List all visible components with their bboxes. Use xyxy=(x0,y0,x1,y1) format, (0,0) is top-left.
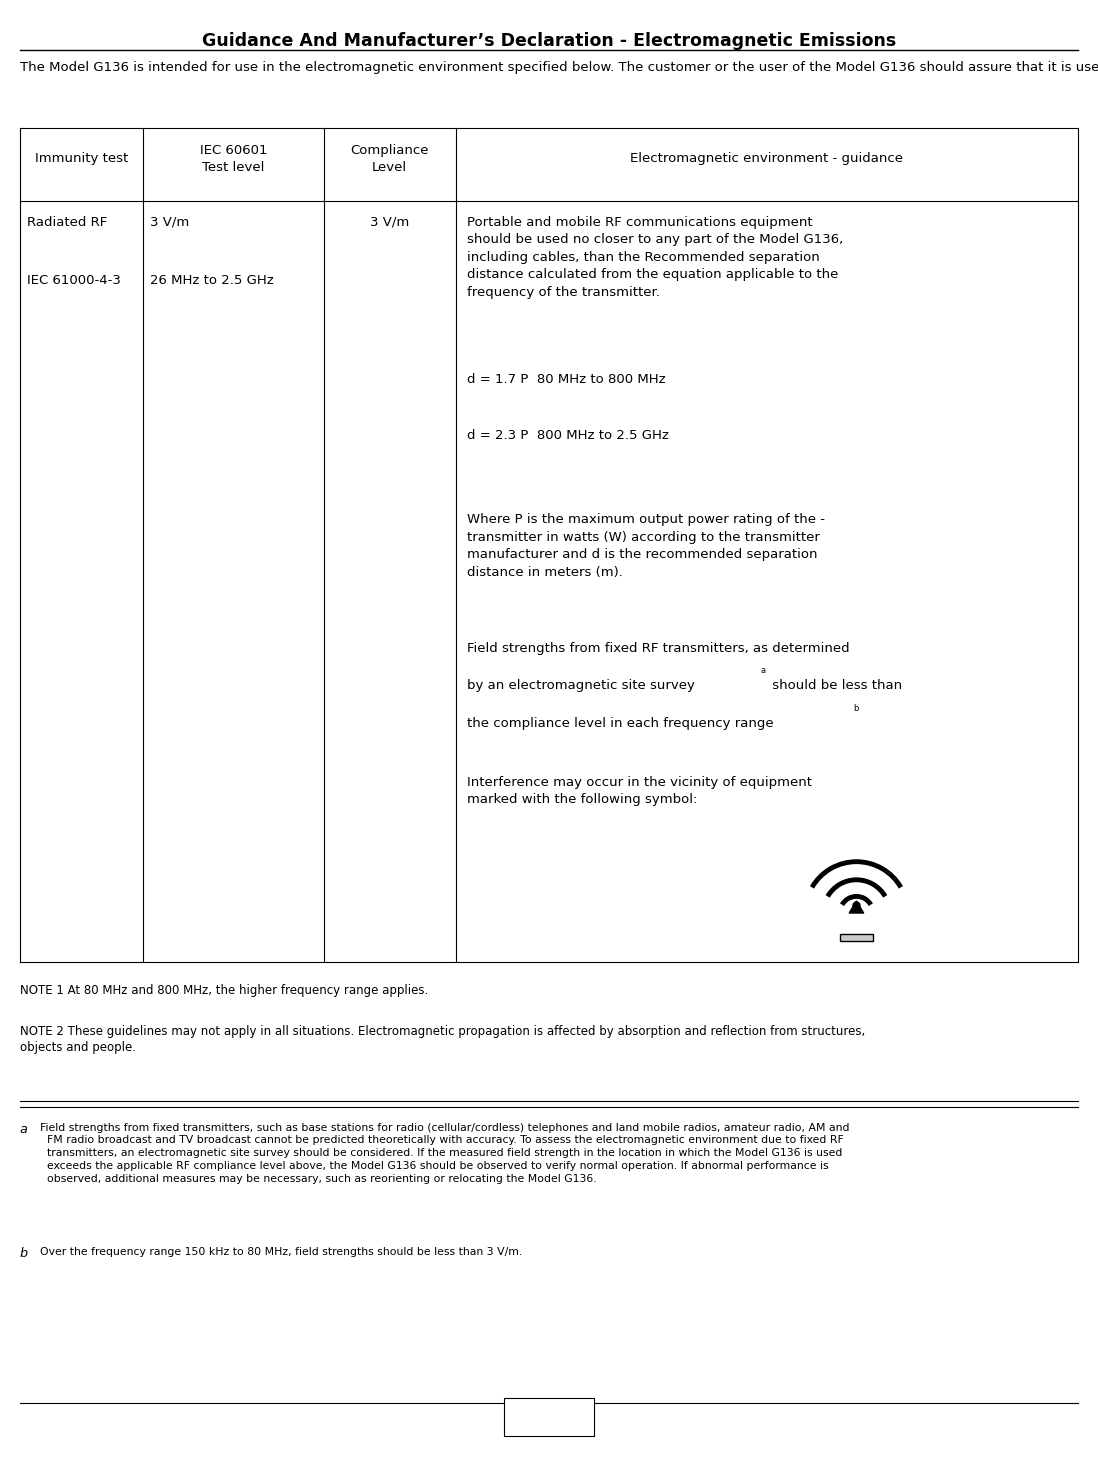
Text: Field strengths from fixed transmitters, such as base stations for radio (cellul: Field strengths from fixed transmitters,… xyxy=(40,1123,849,1184)
Text: b: b xyxy=(853,704,859,713)
Text: 3 V/m: 3 V/m xyxy=(150,216,190,229)
Text: Guidance And Manufacturer’s Declaration - Electromagnetic Emissions: Guidance And Manufacturer’s Declaration … xyxy=(202,32,896,50)
Text: Electromagnetic environment - guidance: Electromagnetic environment - guidance xyxy=(630,153,904,165)
Text: Compliance
Level: Compliance Level xyxy=(350,144,429,174)
Text: IEC 60601
Test level: IEC 60601 Test level xyxy=(200,144,267,174)
Text: b: b xyxy=(20,1247,27,1260)
Polygon shape xyxy=(849,901,864,913)
Text: Immunity test: Immunity test xyxy=(35,153,127,165)
Text: a: a xyxy=(20,1123,27,1136)
Text: d = 2.3 P  800 MHz to 2.5 GHz: d = 2.3 P 800 MHz to 2.5 GHz xyxy=(467,429,669,442)
Text: Portable and mobile RF communications equipment
should be used no closer to any : Portable and mobile RF communications eq… xyxy=(467,216,843,299)
Text: Where P is the maximum output power rating of the -
transmitter in watts (W) acc: Where P is the maximum output power rati… xyxy=(467,513,825,579)
Text: The Model G136 is intended for use in the electromagnetic environment specified : The Model G136 is intended for use in th… xyxy=(20,61,1098,74)
Text: by an electromagnetic site survey: by an electromagnetic site survey xyxy=(467,679,695,693)
Text: 21: 21 xyxy=(540,1408,558,1423)
Text: d = 1.7 P  80 MHz to 800 MHz: d = 1.7 P 80 MHz to 800 MHz xyxy=(467,373,665,386)
Text: the compliance level in each frequency range: the compliance level in each frequency r… xyxy=(467,717,773,730)
Text: Field strengths from fixed RF transmitters, as determined: Field strengths from fixed RF transmitte… xyxy=(467,642,849,655)
Text: should be less than: should be less than xyxy=(768,679,901,693)
FancyBboxPatch shape xyxy=(504,1398,594,1436)
Text: IEC 61000-4-3: IEC 61000-4-3 xyxy=(27,274,121,287)
Text: NOTE 2 These guidelines may not apply in all situations. Electromagnetic propaga: NOTE 2 These guidelines may not apply in… xyxy=(20,1025,865,1054)
Text: NOTE 1 At 80 MHz and 800 MHz, the higher frequency range applies.: NOTE 1 At 80 MHz and 800 MHz, the higher… xyxy=(20,984,428,997)
Polygon shape xyxy=(840,935,873,942)
Text: 3 V/m: 3 V/m xyxy=(370,216,410,229)
Text: Radiated RF: Radiated RF xyxy=(27,216,108,229)
Text: Over the frequency range 150 kHz to 80 MHz, field strengths should be less than : Over the frequency range 150 kHz to 80 M… xyxy=(40,1247,522,1257)
Text: a: a xyxy=(761,666,766,675)
Text: Interference may occur in the vicinity of equipment
marked with the following sy: Interference may occur in the vicinity o… xyxy=(467,776,811,806)
Text: 26 MHz to 2.5 GHz: 26 MHz to 2.5 GHz xyxy=(150,274,274,287)
